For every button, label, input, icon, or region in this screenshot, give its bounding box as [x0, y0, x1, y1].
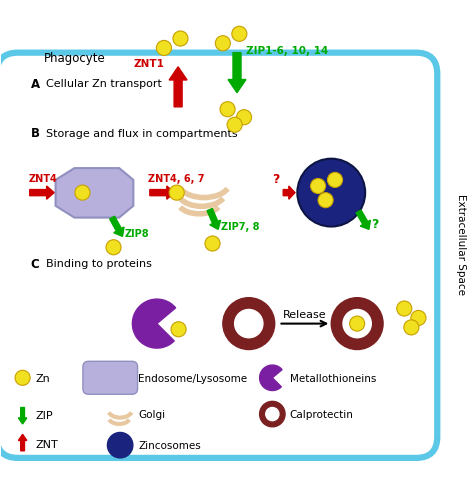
Text: Storage and flux in compartments: Storage and flux in compartments [46, 128, 238, 139]
Circle shape [297, 160, 365, 227]
Polygon shape [55, 169, 133, 218]
Text: ZNT: ZNT [36, 439, 58, 449]
Text: Golgi: Golgi [138, 409, 165, 419]
FancyArrow shape [356, 211, 370, 230]
Text: Metallothioneins: Metallothioneins [290, 373, 376, 383]
Text: ZNT1: ZNT1 [133, 60, 164, 69]
FancyArrow shape [30, 186, 54, 200]
Text: ?: ? [371, 218, 378, 231]
Circle shape [343, 310, 371, 338]
Circle shape [328, 173, 343, 188]
Text: Extracellular Space: Extracellular Space [456, 194, 466, 294]
Text: Zincosomes: Zincosomes [138, 440, 201, 450]
FancyBboxPatch shape [83, 362, 137, 394]
Circle shape [171, 322, 186, 337]
Circle shape [156, 41, 172, 57]
Circle shape [106, 240, 121, 255]
Text: ZNT4, 6, 7: ZNT4, 6, 7 [148, 174, 205, 184]
Circle shape [173, 32, 188, 47]
Text: Zn: Zn [36, 373, 50, 383]
Text: ZNT4: ZNT4 [29, 174, 57, 184]
Text: ?: ? [272, 173, 279, 185]
Circle shape [331, 298, 383, 350]
FancyArrow shape [228, 54, 246, 94]
Circle shape [310, 179, 326, 194]
Text: ZIP7, 8: ZIP7, 8 [220, 221, 259, 231]
Circle shape [235, 310, 263, 338]
Circle shape [75, 186, 90, 201]
Circle shape [237, 110, 252, 125]
Text: C: C [31, 257, 39, 270]
Circle shape [227, 118, 242, 133]
Circle shape [223, 298, 275, 350]
Circle shape [232, 27, 247, 42]
Text: Phagocyte: Phagocyte [44, 52, 106, 65]
Text: Calprotectin: Calprotectin [290, 409, 354, 419]
Text: Release: Release [283, 309, 327, 320]
FancyArrow shape [283, 186, 295, 200]
FancyArrow shape [169, 68, 187, 108]
Circle shape [15, 370, 30, 386]
FancyArrow shape [18, 407, 27, 424]
Circle shape [260, 402, 285, 427]
Text: A: A [31, 78, 40, 91]
Circle shape [169, 186, 184, 201]
FancyArrow shape [207, 209, 220, 230]
Circle shape [266, 407, 279, 421]
Wedge shape [260, 366, 282, 391]
Text: ZIP1-6, 10, 14: ZIP1-6, 10, 14 [246, 46, 328, 56]
Circle shape [220, 102, 235, 118]
Circle shape [397, 302, 412, 316]
Text: ZIP8: ZIP8 [125, 229, 149, 239]
FancyArrow shape [150, 186, 174, 200]
FancyArrow shape [109, 217, 124, 237]
Circle shape [411, 311, 426, 326]
Circle shape [215, 37, 230, 52]
Circle shape [404, 320, 419, 335]
FancyArrow shape [18, 434, 27, 451]
Circle shape [108, 432, 133, 458]
Text: B: B [31, 127, 40, 140]
Text: ZIP: ZIP [36, 411, 53, 421]
FancyBboxPatch shape [0, 54, 438, 458]
Text: Cellular Zn transport: Cellular Zn transport [46, 79, 162, 89]
Circle shape [205, 237, 220, 251]
Wedge shape [132, 300, 176, 348]
Text: Binding to proteins: Binding to proteins [46, 259, 152, 269]
Circle shape [318, 193, 333, 208]
Circle shape [350, 316, 365, 331]
Text: Endosome/Lysosome: Endosome/Lysosome [138, 373, 247, 383]
